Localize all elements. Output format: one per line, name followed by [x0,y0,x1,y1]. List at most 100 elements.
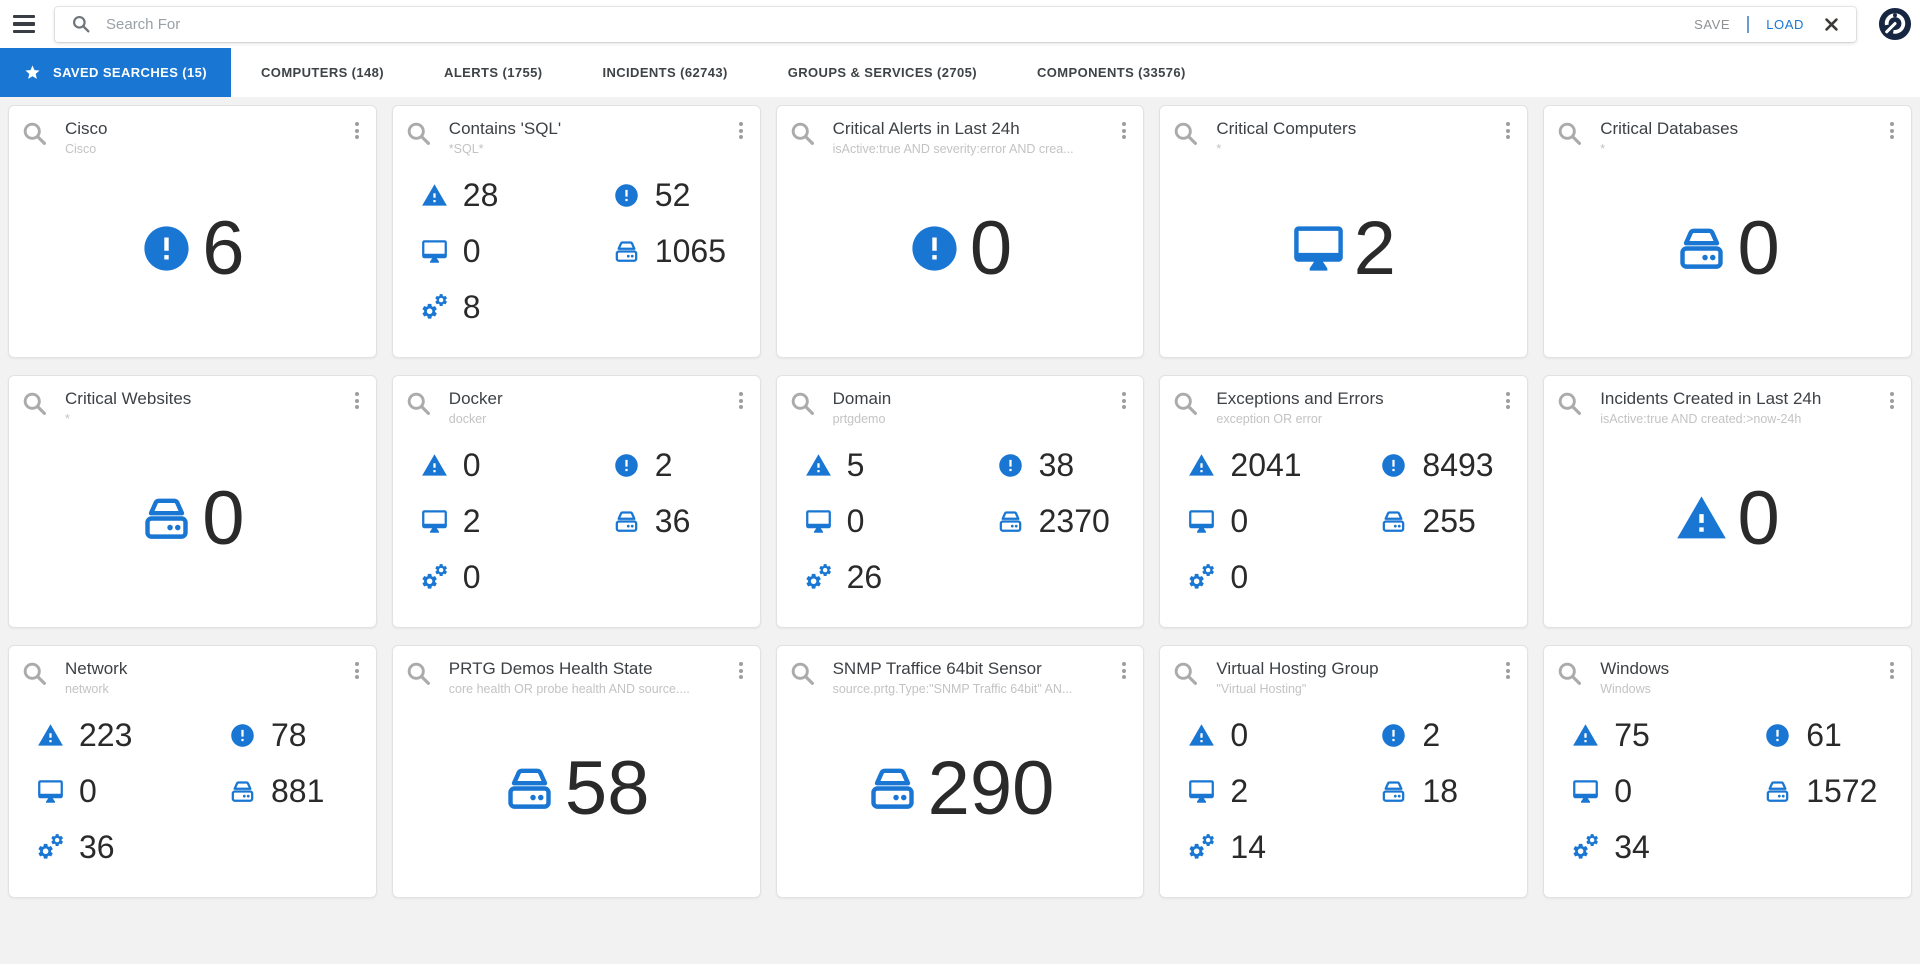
tab-alerts[interactable]: ALERTS (1755) [414,48,572,97]
computer-monitor-icon [421,508,448,535]
card-stats: 28 52 0 1065 8 [393,156,760,331]
card-docker[interactable]: Docker docker 0 2 2 36 [391,375,761,628]
stat-value: 8493 [1422,447,1494,483]
card-menu-kebab-icon[interactable] [350,389,364,412]
card-title: SNMP Traffice 64bit Sensor [832,659,1042,678]
stat-databases: 881 [229,775,368,807]
stat-errors: 38 [997,449,1136,481]
card-menu-kebab-icon[interactable] [1885,659,1899,682]
database-drive-icon [140,492,193,545]
tab-computers[interactable]: COMPUTERS (148) [231,48,414,97]
card-contains-sql[interactable]: Contains 'SQL' *SQL* 28 52 0 1065 [391,105,761,358]
stat-value: 8 [462,289,481,325]
computer-monitor-icon [1572,778,1599,805]
search-bar[interactable]: SAVE LOAD [55,6,1856,42]
database-drive-icon [1675,222,1728,275]
card-header: Exceptions and Errors exception OR error [1160,376,1527,426]
stat-value: 2 [654,447,673,483]
stat-value: 75 [1614,717,1650,753]
card-prtg-demos-health-state[interactable]: PRTG Demos Health State core health OR p… [391,645,761,898]
stat-value: 1572 [1806,773,1878,809]
stat-computers: 0 [1188,505,1380,537]
error-circle-icon [1380,452,1407,479]
card-critical-websites[interactable]: Critical Websites * 0 [8,375,377,628]
card-critical-alerts-in-last-24h[interactable]: Critical Alerts in Last 24h isActive:tru… [775,105,1145,358]
tab-label: ALERTS (1755) [444,65,543,80]
card-menu-kebab-icon[interactable] [1117,389,1131,412]
card-network[interactable]: Network network 223 78 0 881 [8,645,377,898]
card-virtual-hosting-group[interactable]: Virtual Hosting Group "Virtual Hosting" … [1159,645,1529,898]
app-logo-gauge-icon[interactable] [1878,7,1912,41]
stat-value: 78 [271,717,307,753]
card-menu-kebab-icon[interactable] [1117,119,1131,142]
card-header: Domain prtgdemo [777,376,1144,426]
warning-triangle-icon [421,452,448,479]
card-incidents-created-in-last-24h[interactable]: Incidents Created in Last 24h isActive:t… [1543,375,1912,628]
database-drive-icon [997,508,1024,535]
card-menu-kebab-icon[interactable] [1501,119,1515,142]
tab-label: INCIDENTS (62743) [602,65,728,80]
stat-databases: 2370 [997,505,1136,537]
card-header: SNMP Traffice 64bit Sensor source.prtg.T… [777,646,1144,696]
save-button[interactable]: SAVE [1694,16,1731,32]
stat-computers: 2 [421,505,613,537]
count-value: 290 [927,745,1055,831]
card-menu-kebab-icon[interactable] [350,119,364,142]
tab-components[interactable]: COMPONENTS (33576) [1007,48,1216,97]
load-button[interactable]: LOAD [1766,16,1804,32]
search-icon [1172,660,1199,687]
error-circle-icon [613,182,640,209]
search-input[interactable] [106,15,1695,33]
clear-search-icon[interactable] [1823,16,1840,33]
card-menu-kebab-icon[interactable] [1117,659,1131,682]
card-exceptions-and-errors[interactable]: Exceptions and Errors exception OR error… [1159,375,1529,628]
stat-warnings: 5 [805,449,997,481]
stat-errors: 8493 [1380,449,1519,481]
stat-computers: 0 [421,235,613,267]
card-stats: 5 38 0 2370 26 [777,426,1144,601]
card-header: Incidents Created in Last 24h isActive:t… [1544,376,1911,426]
card-big-count: 290 [777,696,1144,897]
stat-computers: 0 [37,775,229,807]
search-icon [405,390,432,417]
stat-value: 0 [462,559,481,595]
card-menu-kebab-icon[interactable] [734,119,748,142]
card-header: Critical Databases * [1544,106,1911,156]
card-domain[interactable]: Domain prtgdemo 5 38 0 2370 [775,375,1145,628]
tab-saved-searches[interactable]: SAVED SEARCHES (15) [0,48,232,97]
card-title: Incidents Created in Last 24h [1600,389,1822,408]
card-menu-kebab-icon[interactable] [734,659,748,682]
card-menu-kebab-icon[interactable] [1501,659,1515,682]
count-value: 0 [969,205,1013,291]
card-big-count: 0 [1544,156,1911,357]
card-header: Network network [9,646,376,696]
card-menu-kebab-icon[interactable] [1885,389,1899,412]
menu-icon[interactable] [13,15,35,33]
stat-value: 0 [462,447,481,483]
card-menu-kebab-icon[interactable] [1501,389,1515,412]
tab-incidents[interactable]: INCIDENTS (62743) [572,48,757,97]
tab-groups-services[interactable]: GROUPS & SERVICES (2705) [758,48,1007,97]
card-critical-databases[interactable]: Critical Databases * 0 [1543,105,1912,358]
count-value: 58 [564,745,650,831]
card-menu-kebab-icon[interactable] [1885,119,1899,142]
stat-value: 0 [846,503,865,539]
card-critical-computers[interactable]: Critical Computers * 2 [1159,105,1529,358]
database-drive-icon [1764,778,1791,805]
warning-triangle-icon [1572,722,1599,749]
card-title: Domain [832,389,892,408]
card-menu-kebab-icon[interactable] [350,659,364,682]
card-cisco[interactable]: Cisco Cisco 6 [8,105,377,358]
computer-monitor-icon [805,508,832,535]
stat-value: 26 [846,559,883,595]
stat-value: 38 [1038,447,1075,483]
search-icon [1556,120,1583,147]
stat-computers: 0 [805,505,997,537]
card-header: Windows Windows [1544,646,1911,696]
card-snmp-traffice-64bit-sensor[interactable]: SNMP Traffice 64bit Sensor source.prtg.T… [775,645,1145,898]
computer-monitor-icon [37,778,64,805]
stat-value: 0 [462,233,481,269]
search-icon [405,660,432,687]
card-windows[interactable]: Windows Windows 75 61 0 1572 [1543,645,1912,898]
card-menu-kebab-icon[interactable] [734,389,748,412]
